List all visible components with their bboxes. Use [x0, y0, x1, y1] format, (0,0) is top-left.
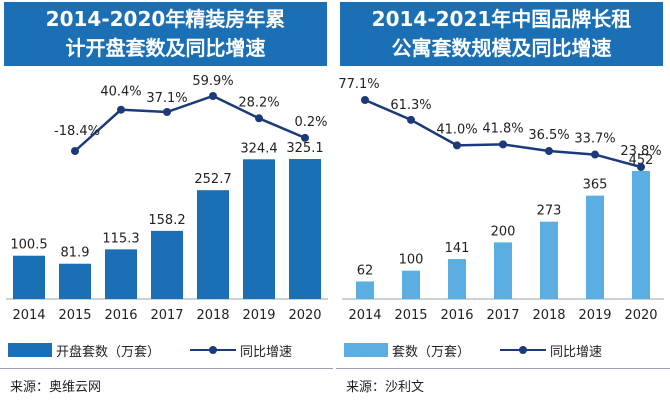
x-tick-label-2017: 2017 [150, 308, 183, 323]
right-title-line-1: 2014-2021年中国品牌长租 [371, 7, 632, 31]
bar-2015 [59, 263, 91, 299]
right-chart-title: 2014-2021年中国品牌长租 公寓套数规模及同比增速 [340, 2, 663, 66]
x-tick-label-2014: 2014 [12, 308, 45, 323]
right-legend-bar-swatch [344, 343, 388, 357]
bar-2016 [105, 249, 137, 299]
left-chart-panel: 2014-2020年精装房年累 计开盘套数及同比增速 100.5 2014 81.9… [0, 0, 334, 401]
left-legend-line-swatch [190, 343, 237, 357]
left-legend: 开盘套数（万套） 同比增速 [8, 340, 328, 360]
right-title-line-2: 公寓套数规模及同比增速 [391, 36, 612, 60]
growth-point-2016 [453, 141, 461, 150]
bar-2017 [494, 242, 512, 299]
growth-label-2015: 61.3% [390, 98, 431, 113]
bar-value-label-2014: 100.5 [10, 238, 47, 253]
growth-point-2015 [71, 147, 79, 155]
right-legend: 套数（万套） 同比增速 [344, 340, 664, 360]
x-tick-label-2020: 2020 [288, 308, 321, 323]
left-legend-line: 同比增速 [190, 341, 292, 360]
bar-value-label-2016: 115.3 [102, 231, 139, 246]
x-tick-label-2015: 2015 [394, 308, 427, 323]
growth-point-2018 [209, 92, 217, 100]
left-legend-bar-label: 开盘套数（万套） [56, 344, 161, 360]
growth-point-2019 [255, 114, 263, 123]
bar-value-label-2020: 325.1 [286, 141, 323, 156]
left-legend-bar-swatch [8, 343, 52, 357]
growth-label-2017: 41.8% [482, 121, 523, 136]
right-legend-line-label: 同比增速 [550, 344, 603, 360]
right-legend-bar: 套数（万套） [344, 341, 470, 360]
x-tick-label-2016: 2016 [104, 308, 137, 323]
x-tick-label-2018: 2018 [196, 308, 229, 323]
growth-point-2017 [163, 108, 171, 117]
growth-point-2020 [301, 133, 309, 142]
bar-value-label-2017: 200 [491, 224, 516, 239]
growth-point-2018 [545, 147, 553, 156]
right-legend-bar-label: 套数（万套） [392, 344, 471, 360]
bar-2019 [586, 195, 604, 299]
left-chart-title: 2014-2020年精装房年累 计开盘套数及同比增速 [4, 2, 327, 66]
bar-2018 [197, 190, 229, 299]
x-tick-label-2016: 2016 [440, 308, 473, 323]
left-title-line-2: 计开盘套数及同比增速 [65, 36, 266, 60]
growth-label-2019: 28.2% [238, 95, 279, 110]
bar-2016 [448, 259, 466, 299]
bar-2017 [151, 230, 183, 299]
left-title-line-1: 2014-2020年精装房年累 [45, 7, 286, 31]
growth-point-2019 [591, 150, 599, 159]
right-source: 来源：沙利文 [336, 368, 670, 401]
growth-label-2014: 77.1% [338, 77, 379, 92]
growth-label-2019: 33.7% [574, 132, 615, 147]
bar-value-label-2019: 365 [583, 178, 608, 193]
bar-2019 [243, 159, 275, 299]
bar-value-label-2015: 100 [399, 253, 424, 268]
growth-label-2017: 37.1% [146, 91, 187, 106]
right-legend-line-swatch [500, 343, 547, 357]
right-legend-line: 同比增速 [500, 341, 602, 360]
right-chart-panel: 2014-2021年中国品牌长租 公寓套数规模及同比增速 62 2014 100 20… [336, 0, 670, 401]
bar-2020 [632, 171, 650, 299]
right-source-text: 来源：沙利文 [346, 380, 425, 395]
x-tick-label-2019: 2019 [242, 308, 275, 323]
growth-point-2015 [407, 115, 415, 124]
growth-point-2017 [499, 140, 507, 149]
x-tick-label-2019: 2019 [578, 308, 611, 323]
growth-point-2014 [361, 96, 369, 104]
bar-2020 [289, 159, 321, 299]
growth-label-2018: 59.9% [192, 74, 233, 89]
right-chart-plot: 62 2014 100 2015 141 2016 200 2017 273 2018 365 201… [338, 77, 664, 323]
left-legend-line-label: 同比增速 [240, 344, 293, 360]
growth-label-2015: -18.4% [54, 124, 100, 139]
bar-value-label-2017: 158.2 [148, 213, 185, 228]
growth-point-2020 [637, 163, 645, 171]
bar-2014 [356, 281, 374, 299]
left-source-text: 来源：奥维云网 [10, 380, 102, 395]
growth-label-2018: 36.5% [528, 128, 569, 143]
left-legend-bar: 开盘套数（万套） [8, 341, 160, 360]
x-tick-label-2015: 2015 [58, 308, 91, 323]
x-tick-label-2014: 2014 [348, 308, 381, 323]
growth-label-2020: 23.8% [620, 144, 661, 159]
x-tick-label-2017: 2017 [486, 308, 519, 323]
x-tick-label-2020: 2020 [624, 308, 657, 323]
bar-2015 [402, 270, 420, 299]
growth-label-2016: 40.4% [100, 85, 141, 100]
growth-label-2016: 41.0% [436, 122, 477, 137]
growth-line [74, 94, 306, 152]
bar-value-label-2018: 252.7 [194, 172, 231, 187]
bar-value-label-2016: 141 [445, 241, 470, 256]
bar-2014 [13, 255, 45, 299]
panel-divider [333, 0, 336, 401]
left-source: 来源：奥维云网 [0, 368, 334, 401]
bar-value-label-2014: 62 [357, 263, 374, 278]
growth-point-2016 [117, 105, 125, 114]
bar-value-label-2019: 324.4 [240, 141, 277, 156]
bar-2018 [540, 221, 558, 299]
left-chart-plot: 100.5 2014 81.9 2015 115.3 2016 158.2 2017 252.7… [6, 74, 328, 323]
bar-value-label-2015: 81.9 [61, 246, 90, 261]
growth-label-2020: 0.2% [294, 115, 327, 130]
x-tick-label-2018: 2018 [532, 308, 565, 323]
bar-value-label-2018: 273 [537, 204, 562, 219]
